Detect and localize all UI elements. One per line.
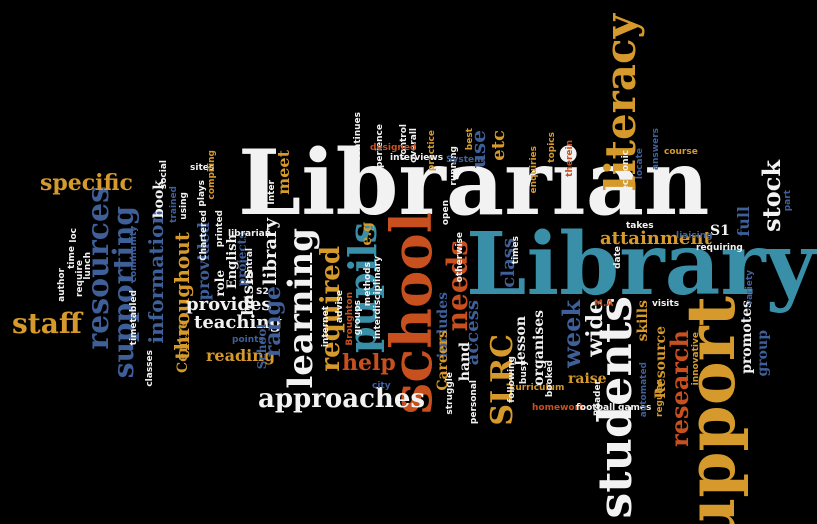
- word-therein: therein: [565, 140, 575, 177]
- word-social: social: [159, 160, 169, 190]
- word-locate: locate: [635, 148, 645, 180]
- word-electronic: electronic: [621, 150, 631, 201]
- word-centre: Centre: [175, 320, 191, 373]
- word-raise: raise: [568, 371, 607, 387]
- word-timetabled: timetabled: [129, 290, 139, 346]
- word-city: city: [372, 381, 391, 391]
- word-internet: internet: [321, 306, 331, 348]
- word-skills: skills: [635, 300, 651, 342]
- word-open: open: [441, 200, 451, 226]
- word-interviews: interviews: [390, 153, 444, 163]
- word-innovative: innovative: [691, 332, 701, 386]
- word-teaching: teaching: [194, 312, 282, 333]
- word-visits: visits: [652, 299, 680, 309]
- word-author: author: [57, 268, 67, 302]
- word-groups: groups: [353, 300, 363, 336]
- word-require: require: [75, 260, 85, 298]
- word-curriculum: curriculum: [510, 383, 565, 393]
- word-date: date: [613, 246, 623, 269]
- word-continues: continues: [353, 112, 363, 162]
- word-advise: advise: [335, 290, 345, 323]
- word-inter: Inter: [267, 180, 277, 205]
- word-classes: classes: [145, 350, 155, 387]
- word-methods: methods: [363, 262, 373, 307]
- word-course: course: [664, 147, 698, 157]
- word-central: central: [245, 248, 255, 284]
- word-librarian: Librarian: [238, 130, 710, 236]
- word-information: information: [144, 210, 168, 344]
- word-approaches: approaches: [258, 384, 426, 414]
- word-otherwise: otherwise: [455, 232, 465, 283]
- word-games: games: [618, 403, 652, 413]
- word-reading: reading: [206, 346, 276, 365]
- word-learning: learning: [281, 228, 321, 389]
- word-automated: automated: [639, 362, 649, 418]
- word-plays: plays: [197, 180, 207, 207]
- word-system: System: [446, 155, 484, 165]
- word-regular: regular: [655, 380, 665, 417]
- word-designed: designed: [370, 143, 417, 153]
- word-ma: M.A: [594, 299, 614, 309]
- word-group: group: [755, 330, 771, 377]
- word-times: times: [511, 236, 521, 265]
- word-points: points: [232, 335, 264, 345]
- word-trained: trained: [169, 186, 179, 223]
- word-attainment: attainment: [600, 228, 712, 249]
- word-meet: meet: [274, 150, 293, 195]
- word-chartered: Chartered: [199, 210, 209, 261]
- word-help: help: [342, 350, 396, 376]
- word-library: Library: [466, 214, 816, 315]
- word-variety: variety: [745, 270, 755, 306]
- word-lunch: lunch: [83, 252, 93, 280]
- word-busy: busy: [519, 360, 529, 385]
- word-printed: printed: [215, 210, 225, 248]
- word-booked: booked: [545, 360, 555, 398]
- word-promotes: promotes: [739, 300, 755, 374]
- word-librarian-small: librarian: [228, 229, 272, 239]
- word-week: week: [557, 300, 586, 368]
- word-interdisciplinary: interdisciplinary: [373, 256, 383, 340]
- word-takes: takes: [626, 221, 654, 231]
- word-sites: sites: [190, 163, 215, 173]
- word-enquiries: enquiries: [529, 146, 539, 194]
- word-answers: answers: [651, 128, 661, 171]
- word-s2: S2: [256, 287, 269, 297]
- word-community: community: [129, 226, 139, 283]
- word-full: full: [734, 206, 753, 237]
- word-part: part: [783, 190, 793, 212]
- word-running: running: [449, 146, 459, 186]
- word-practice: practice: [427, 130, 437, 172]
- word-best: best: [465, 128, 475, 151]
- word-football: football: [576, 403, 616, 413]
- word-struggle: struggle: [445, 372, 455, 415]
- word-provides: provides: [186, 294, 272, 315]
- word-using: using: [179, 192, 189, 220]
- word-topics: topics: [547, 132, 557, 163]
- word-staff: staff: [12, 307, 82, 340]
- word-delivers: delivers: [345, 150, 355, 191]
- word-stock: stock: [757, 160, 786, 232]
- word-s1: S1: [710, 223, 730, 239]
- word-compiling: compiling: [207, 150, 217, 200]
- word-etc: etc: [488, 130, 509, 161]
- word-hand: hand: [457, 342, 473, 382]
- word-organises: organises: [531, 310, 547, 386]
- word-loc: loc: [69, 228, 79, 243]
- word-personal: personal: [469, 380, 479, 425]
- word-requiring: requiring: [696, 243, 743, 253]
- word-school-small: School: [255, 324, 269, 370]
- word-reader: Reader: [593, 380, 603, 417]
- word-eg: e.g: [359, 222, 375, 246]
- word-homework: homework: [532, 403, 585, 413]
- word-liaising: liaising: [676, 231, 713, 241]
- word-research: research: [665, 330, 694, 447]
- word-following: following: [507, 356, 517, 403]
- word-specific: specific: [40, 170, 133, 196]
